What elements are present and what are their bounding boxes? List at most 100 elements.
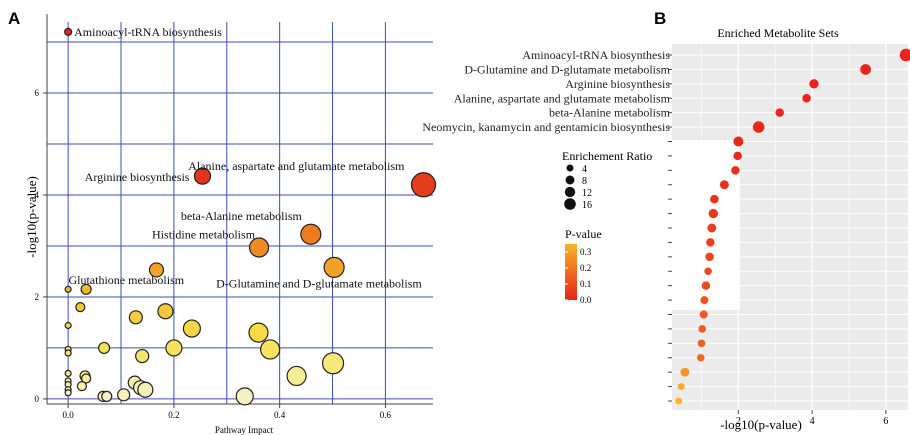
x-tick-label: 0.4: [274, 410, 286, 420]
p-value-legend-title: P-value: [565, 227, 602, 241]
pathway-point: [64, 369, 72, 378]
enriched-set-point: [775, 108, 784, 117]
pathway-point: [300, 223, 322, 245]
y-tick-label: 0: [35, 394, 40, 404]
point-label: beta-Alanine metabolism: [181, 209, 303, 223]
enriched-set-point: [710, 194, 719, 204]
x-tick-label: 0.2: [168, 410, 179, 420]
y-tick-label: 6: [35, 88, 40, 98]
pathway-point: [64, 389, 72, 397]
size-legend-dot: [566, 164, 574, 172]
enriched-set-point: [706, 238, 715, 247]
enriched-set-point: [899, 48, 910, 62]
colorbar-tick-label: 0.3: [580, 247, 592, 257]
pathway-point: [135, 348, 150, 364]
enriched-set-point: [699, 310, 708, 319]
point-label: Histidine metabolism: [152, 227, 256, 241]
enriched-set-point: [731, 166, 740, 175]
point-label: Glutathione metabolism: [68, 273, 184, 287]
pathway-point: [81, 373, 92, 384]
pathway-point: [75, 302, 86, 313]
colorbar-tick-label: 0.2: [580, 263, 591, 273]
category-label: Arginine biosynthesis: [565, 77, 670, 91]
x-tick-label: 4: [810, 416, 815, 427]
pathway-impact-points: [64, 27, 437, 406]
pathway-point: [148, 262, 165, 278]
enriched-set-point: [677, 383, 685, 391]
enriched-sets-points: [675, 48, 910, 405]
point-label: Arginine biosynthesis: [85, 170, 190, 184]
enriched-set-point: [704, 267, 712, 276]
enriched-set-point: [697, 339, 706, 348]
pathway-point: [260, 339, 281, 360]
point-label: D-Glutamine and D-glutamate metabolism: [216, 276, 422, 290]
enriched-set-point: [719, 180, 729, 190]
pathway-impact-ticks: 0.0 0.2 0.4 0.6 0 2 4 6: [35, 88, 392, 420]
pathway-point: [248, 322, 269, 343]
enrichment-ratio-legend-title: Enrichement Ratio: [562, 149, 652, 163]
category-label: Neomycin, kanamycin and gentamicin biosy…: [422, 120, 670, 134]
x-tick-label: 0.6: [380, 410, 392, 420]
pathway-point: [76, 381, 87, 392]
pathway-point: [64, 321, 72, 330]
pathway-impact-y-axis-title: -log10(p-value): [24, 176, 39, 258]
pathway-point: [101, 390, 113, 402]
enriched-sets-title: Enriched Metabolite Sets: [717, 26, 839, 40]
enriched-sets-chart: Enriched Metabolite Sets Aminoacyl-tRNA …: [422, 26, 910, 432]
enriched-set-point: [733, 151, 742, 161]
enriched-set-point: [733, 136, 744, 147]
size-legend-label: 4: [582, 164, 587, 175]
pathway-point: [182, 319, 201, 338]
category-label: beta-Alanine metabolism: [549, 106, 671, 120]
colorbar-tick-label: 0.0: [580, 295, 592, 305]
pathway-point: [286, 365, 307, 387]
size-legend-dot: [564, 198, 576, 210]
enriched-sets-x-ticks: 2 4 6: [736, 410, 888, 427]
colorbar-tick-label: 0.1: [580, 279, 591, 289]
pathway-impact-x-axis-title: Pathway Impact: [215, 425, 274, 435]
category-label: D-Glutamine and D-glutamate metabolism: [464, 62, 670, 76]
pathway-point: [157, 303, 174, 320]
x-tick-label: 0.0: [63, 410, 75, 420]
pathway-point: [117, 388, 131, 402]
enriched-set-point: [809, 79, 819, 89]
point-label: Aminoacyl-tRNA biosynthesis: [74, 25, 222, 39]
size-legend-label: 16: [582, 200, 592, 211]
pathway-impact-grid: [47, 22, 433, 404]
enriched-sets-grid: [672, 44, 908, 410]
enriched-set-point: [707, 223, 717, 233]
category-label: Alanine, aspartate and glutamate metabol…: [454, 91, 671, 105]
pathway-point: [321, 352, 345, 375]
enriched-set-point: [705, 252, 714, 262]
pathway-point: [410, 172, 437, 198]
size-legend-label: 8: [582, 176, 587, 187]
pathway-point: [137, 381, 154, 398]
enriched-set-point: [698, 325, 707, 333]
enriched-set-point: [696, 353, 705, 362]
x-tick-label: 2: [736, 416, 741, 427]
y-tick-label: 2: [35, 292, 40, 302]
pathway-point: [64, 27, 73, 36]
pathway-point: [165, 339, 183, 357]
x-tick-label: 6: [883, 416, 888, 427]
pathway-point: [235, 387, 254, 406]
enriched-set-point: [708, 208, 718, 219]
enriched-set-point: [752, 121, 765, 133]
enriched-set-point: [860, 64, 871, 75]
pathway-point: [64, 285, 72, 293]
enriched-set-point: [680, 367, 690, 377]
y-tick-label: 4: [35, 190, 40, 200]
pathway-point: [98, 341, 111, 355]
p-value-colorbar: [565, 244, 577, 300]
point-label: Alanine, aspartate and glutamate metabol…: [188, 159, 405, 173]
enriched-sets-x-axis-title: -log10(p-value): [720, 417, 802, 432]
enriched-set-point: [675, 397, 683, 405]
size-legend-label: 12: [582, 188, 592, 199]
pathway-point: [323, 256, 345, 278]
pathway-point: [128, 310, 143, 325]
size-legend-dot: [564, 186, 576, 198]
category-label: Aminoacyl-tRNA biosynthesis: [522, 48, 670, 62]
